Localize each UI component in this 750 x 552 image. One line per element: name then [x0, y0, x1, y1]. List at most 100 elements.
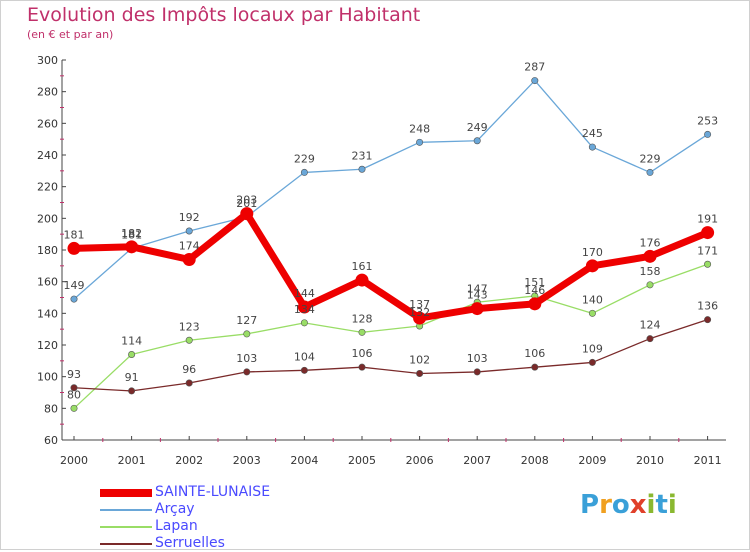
data-label: 104 — [294, 350, 315, 363]
legend-label: Arçay — [155, 501, 195, 517]
data-label: 103 — [467, 352, 488, 365]
data-point — [182, 253, 196, 266]
data-point — [416, 369, 424, 377]
data-label: 171 — [697, 244, 718, 257]
data-label: 249 — [467, 121, 488, 134]
data-label: 124 — [640, 319, 661, 332]
x-tick-label: 2006 — [406, 454, 434, 467]
data-label: 161 — [352, 260, 373, 273]
data-label: 144 — [294, 287, 315, 300]
data-label: 174 — [179, 240, 200, 253]
legend-item: SAINTE-LUNAISE — [100, 484, 360, 501]
y-tick-label: 200 — [37, 212, 58, 225]
y-tick-label: 180 — [37, 244, 58, 257]
data-point — [358, 165, 366, 173]
data-label: 136 — [697, 300, 718, 313]
data-point — [128, 350, 136, 358]
data-label: 114 — [121, 335, 142, 348]
data-point — [185, 379, 193, 387]
data-point — [243, 330, 251, 338]
data-point — [70, 384, 78, 392]
data-label: 96 — [182, 363, 196, 376]
data-label: 147 — [467, 282, 488, 295]
x-tick-label: 2011 — [694, 454, 722, 467]
x-tick-label: 2009 — [578, 454, 606, 467]
data-label: 170 — [582, 246, 603, 259]
data-label: 158 — [640, 265, 661, 278]
data-point — [300, 168, 308, 176]
data-point — [300, 366, 308, 374]
line-chart: 60 80 100 120 140 160 180 200 220 240 260 280 300 200… — [37, 54, 726, 467]
data-point — [643, 249, 657, 263]
legend-swatch — [100, 489, 152, 497]
data-point — [646, 335, 654, 343]
data-point — [358, 328, 366, 336]
y-tick-label: 140 — [37, 307, 58, 320]
series-line-serruelles — [73, 319, 708, 392]
proxiti-logo: Proxiti — [580, 490, 677, 520]
data-point — [67, 241, 81, 255]
data-point — [704, 130, 712, 138]
data-point — [358, 363, 366, 371]
data-label: 93 — [67, 368, 81, 381]
y-tick-label: 260 — [37, 117, 58, 130]
data-point — [531, 77, 539, 85]
series-line-arçay — [73, 79, 708, 300]
x-tick-label: 2008 — [521, 454, 549, 467]
legend-swatch — [100, 543, 152, 545]
chart-subtitle: (en € et par an) — [27, 28, 114, 41]
data-point — [588, 309, 596, 317]
legend: SAINTE-LUNAISE Arçay Lapan Serruelles — [100, 484, 360, 552]
logo-letter: r — [599, 490, 612, 520]
y-tick-label: 80 — [44, 402, 58, 415]
data-label: 191 — [697, 213, 718, 226]
logo-letter: x — [629, 490, 647, 520]
data-point — [704, 260, 712, 268]
data-label: 91 — [125, 371, 139, 384]
data-label: 127 — [236, 314, 257, 327]
data-point — [413, 311, 427, 325]
series-line-sainte-lunaise — [73, 210, 709, 322]
data-label: 203 — [236, 194, 257, 207]
y-tick-label: 220 — [37, 181, 58, 194]
legend-item: Arçay — [100, 501, 360, 518]
x-tick-label: 2005 — [348, 454, 376, 467]
data-label: 231 — [352, 149, 373, 162]
data-point — [588, 358, 596, 366]
data-point — [243, 368, 251, 376]
data-point — [473, 368, 481, 376]
data-label: 253 — [697, 114, 718, 127]
data-label: 106 — [524, 347, 545, 360]
data-label: 287 — [524, 61, 545, 74]
legend-swatch — [100, 509, 152, 511]
x-tick-label: 2007 — [463, 454, 491, 467]
data-label: 123 — [179, 320, 200, 333]
data-label: 143 — [467, 289, 488, 302]
data-label: 151 — [524, 276, 545, 289]
data-point — [531, 363, 539, 371]
x-tick-label: 2003 — [233, 454, 261, 467]
data-point — [300, 319, 308, 327]
data-point — [125, 240, 139, 254]
data-label: 181 — [64, 228, 85, 241]
data-label: 103 — [236, 352, 257, 365]
data-label: 140 — [582, 293, 603, 306]
legend-label: Serruelles — [155, 535, 225, 551]
legend-swatch — [100, 526, 152, 528]
y-tick-label: 280 — [37, 86, 58, 99]
data-label: 192 — [179, 211, 200, 224]
legend-label: Lapan — [155, 518, 198, 534]
legend-label: SAINTE-LUNAISE — [155, 484, 271, 500]
series-line-lapan — [73, 263, 708, 409]
x-tick-label: 2004 — [290, 454, 318, 467]
logo-letter: i — [667, 490, 677, 520]
logo-letter: i — [646, 490, 656, 520]
logo-letter: o — [611, 490, 630, 520]
y-tick-label: 300 — [37, 54, 58, 67]
data-point — [70, 404, 78, 412]
data-point — [297, 300, 311, 314]
logo-letter: P — [580, 490, 600, 520]
y-tick-label: 60 — [44, 434, 58, 447]
legend-item: Serruelles — [100, 535, 360, 552]
